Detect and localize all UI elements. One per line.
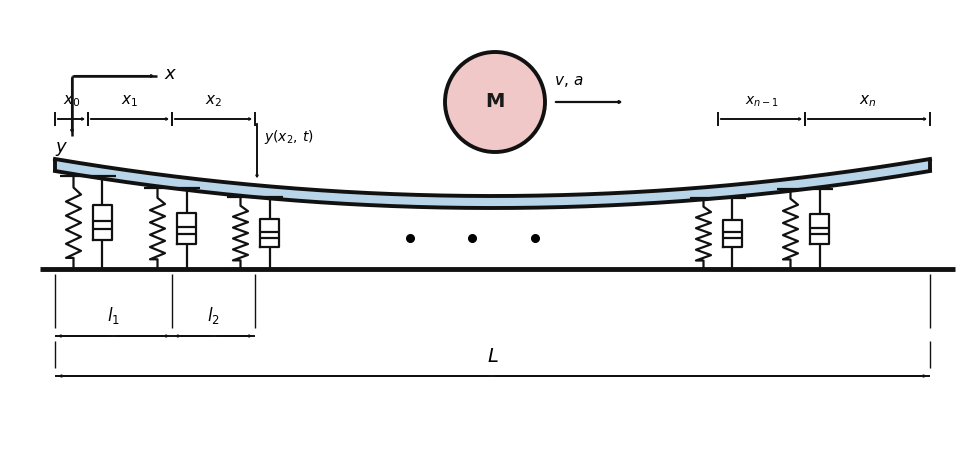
- Circle shape: [445, 52, 545, 152]
- Text: $x$: $x$: [164, 65, 177, 83]
- Text: $L$: $L$: [486, 348, 498, 366]
- Text: $x_1$: $x_1$: [122, 94, 138, 109]
- Text: $x_{n-1}$: $x_{n-1}$: [745, 94, 778, 109]
- Text: $y$: $y$: [55, 140, 69, 158]
- Text: $y(x_2,\,t)$: $y(x_2,\,t)$: [264, 128, 313, 146]
- Text: $x_2$: $x_2$: [205, 94, 222, 109]
- Text: $v,\,a$: $v,\,a$: [554, 74, 584, 89]
- Text: $x_0$: $x_0$: [63, 94, 80, 109]
- Text: $l_2$: $l_2$: [207, 305, 220, 326]
- Text: $l_1$: $l_1$: [107, 305, 120, 326]
- Text: $\mathbf{M}$: $\mathbf{M}$: [485, 93, 505, 111]
- Text: $x_n$: $x_n$: [859, 94, 876, 109]
